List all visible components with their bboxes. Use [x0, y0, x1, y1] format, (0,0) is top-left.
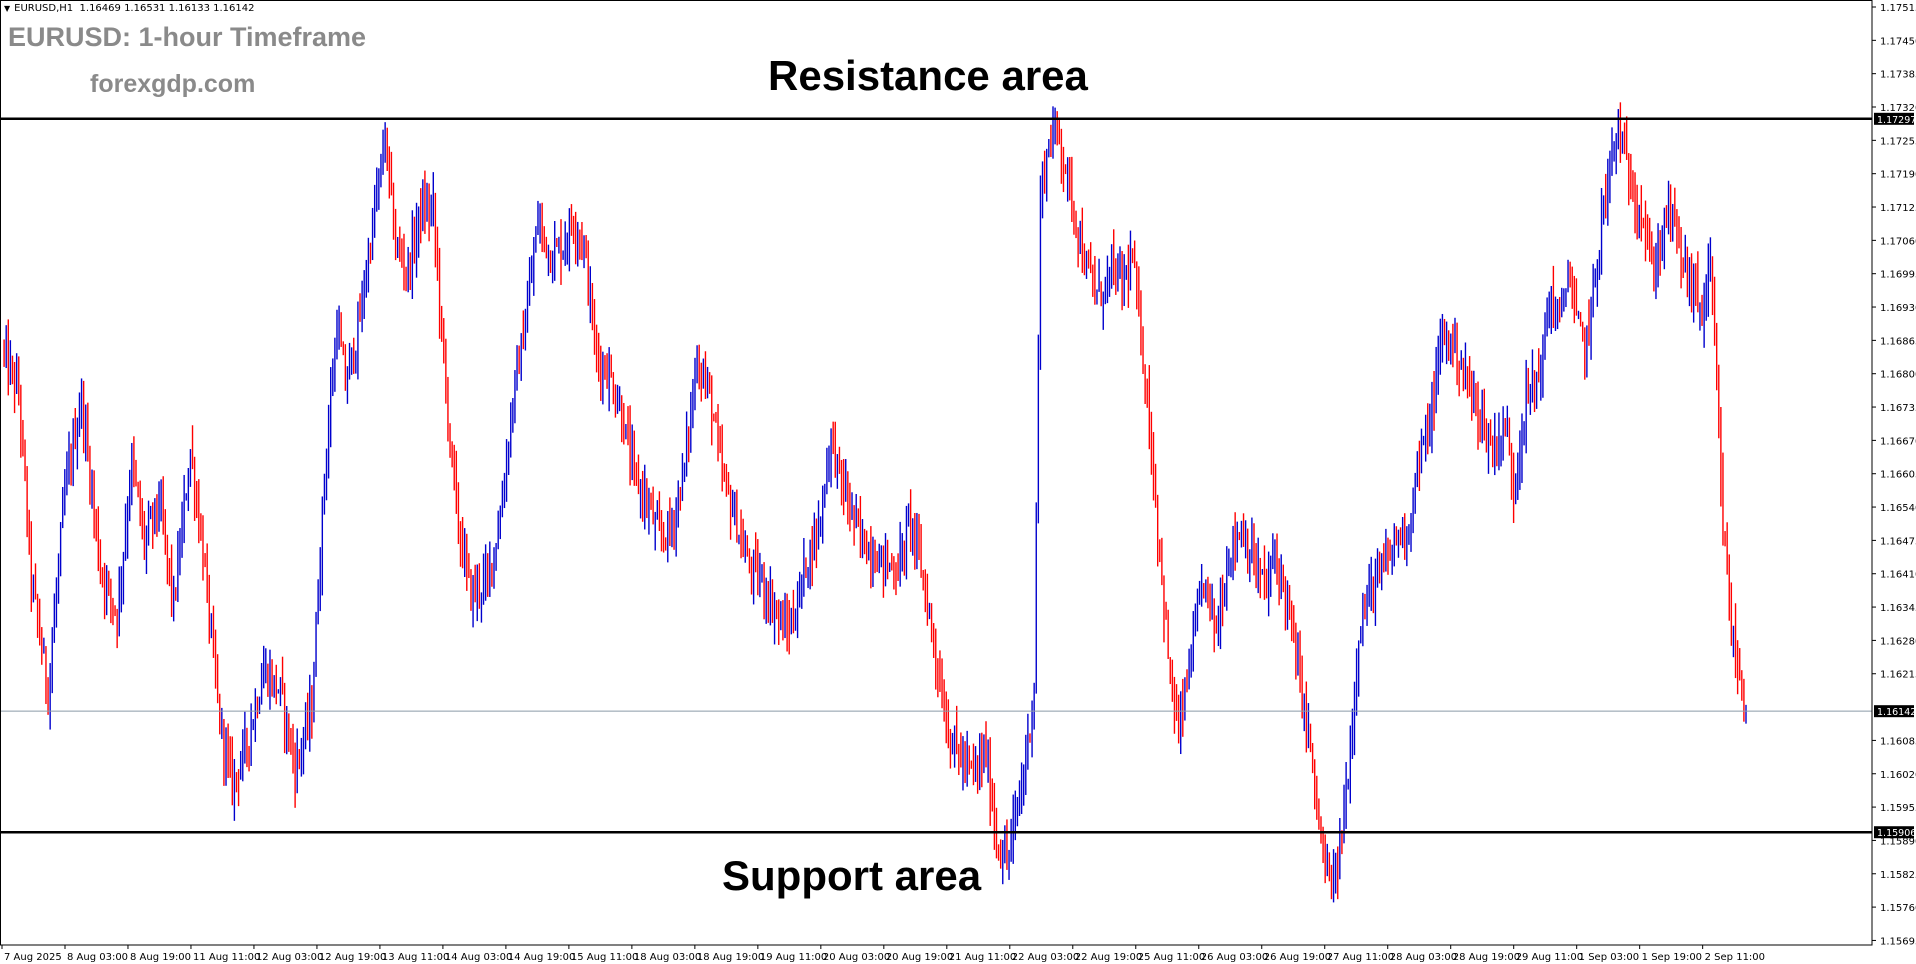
y-tick-label: 1.16670 [1880, 436, 1916, 447]
dropdown-triangle-icon[interactable]: ▼ [4, 4, 11, 13]
x-tick-label: 27 Aug 11:00 [1327, 952, 1394, 963]
candles-layer [3, 102, 1747, 903]
x-tick-label: 8 Aug 03:00 [67, 952, 128, 963]
x-tick-label: 20 Aug 19:00 [886, 952, 953, 963]
y-tick-label: 1.15760 [1880, 903, 1916, 914]
support-badge-label: 1.15906 [1877, 828, 1916, 839]
y-tick-label: 1.15890 [1880, 836, 1916, 847]
support-badge [1874, 826, 1914, 839]
plot-frame [0, 0, 1873, 946]
resistance-badge-label: 1.17297 [1877, 115, 1916, 126]
y-tick-label: 1.17060 [1880, 236, 1916, 247]
x-tick-label: 11 Aug 11:00 [193, 952, 260, 963]
x-tick-label: 28 Aug 03:00 [1390, 952, 1457, 963]
x-tick-label: 18 Aug 19:00 [697, 952, 764, 963]
x-tick-label: 26 Aug 19:00 [1264, 952, 1331, 963]
y-tick-label: 1.16800 [1880, 370, 1916, 381]
x-tick-label: 1 Sep 03:00 [1579, 952, 1639, 963]
x-tick-label: 14 Aug 03:00 [445, 952, 512, 963]
x-tick-label: 21 Aug 11:00 [949, 952, 1016, 963]
y-tick-label: 1.16735 [1880, 403, 1916, 414]
resistance-badge [1874, 112, 1914, 125]
y-tick-label: 1.17190 [1880, 170, 1916, 181]
y-tick-label: 1.15825 [1880, 870, 1916, 881]
ohlc-values: 1.16469 1.16531 1.16133 1.16142 [79, 3, 255, 14]
x-tick-label: 20 Aug 03:00 [823, 952, 890, 963]
y-tick-label: 1.17515 [1880, 3, 1916, 14]
y-tick-label: 1.17450 [1880, 36, 1916, 47]
x-tick-label: 22 Aug 03:00 [1012, 952, 1079, 963]
y-tick-label: 1.15955 [1880, 803, 1916, 814]
ohlc-header: ▼ EURUSD,H1 1.16469 1.16531 1.16133 1.161… [4, 3, 254, 14]
levels-layer [0, 117, 1872, 834]
y-tick-label: 1.17385 [1880, 70, 1916, 81]
y-tick-label: 1.16085 [1880, 736, 1916, 747]
y-tick-label: 1.16280 [1880, 636, 1916, 647]
y-tick-label: 1.16020 [1880, 770, 1916, 781]
x-tick-label: 1 Sep 19:00 [1642, 952, 1702, 963]
x-tick-label: 19 Aug 11:00 [760, 952, 827, 963]
current-price-badge [1874, 705, 1914, 718]
symbol-label: EURUSD,H1 [14, 3, 74, 14]
y-tick-label: 1.15695 [1880, 936, 1916, 947]
y-tick-label: 1.16215 [1880, 670, 1916, 681]
y-tick-label: 1.17320 [1880, 103, 1916, 114]
y-tick-label: 1.16540 [1880, 503, 1916, 514]
x-tick-label: 28 Aug 19:00 [1453, 952, 1520, 963]
y-tick-label: 1.16475 [1880, 536, 1916, 547]
price-axis: 1.17515 1.17450 1.17385 1.17320 1.17255 1.171… [1872, 3, 1916, 947]
y-tick-label: 1.16410 [1880, 570, 1916, 581]
x-tick-label: 2 Sep 11:00 [1705, 952, 1765, 963]
y-tick-label: 1.16605 [1880, 470, 1916, 481]
x-tick-label: 25 Aug 11:00 [1138, 952, 1205, 963]
y-tick-label: 1.16995 [1880, 270, 1916, 281]
chart-title: EURUSD: 1-hour Timeframe [8, 22, 367, 52]
x-tick-label: 12 Aug 19:00 [319, 952, 386, 963]
site-watermark: forexgdp.com [90, 70, 256, 98]
y-tick-label: 1.17125 [1880, 203, 1916, 214]
x-tick-label: 13 Aug 11:00 [382, 952, 449, 963]
x-tick-label: 22 Aug 19:00 [1075, 952, 1142, 963]
y-tick-label: 1.16865 [1880, 336, 1916, 347]
x-tick-label: 14 Aug 19:00 [508, 952, 575, 963]
x-tick-label: 18 Aug 03:00 [634, 952, 701, 963]
y-tick-label: 1.16345 [1880, 603, 1916, 614]
y-tick-label: 1.17255 [1880, 136, 1916, 147]
resistance-area-label: Resistance area [768, 52, 1088, 99]
y-tick-label: 1.16930 [1880, 303, 1916, 314]
x-tick-label: 15 Aug 11:00 [571, 952, 638, 963]
current-price-badge-label: 1.16142 [1877, 707, 1916, 718]
time-axis: 7 Aug 2025 8 Aug 03:00 8 Aug 19:00 11 Aug 1… [1, 945, 1765, 963]
x-tick-label: 29 Aug 11:00 [1516, 952, 1583, 963]
x-tick-label: 26 Aug 03:00 [1201, 952, 1268, 963]
x-tick-label: 12 Aug 03:00 [256, 952, 323, 963]
x-tick-label: 7 Aug 2025 [4, 952, 62, 963]
x-tick-label: 8 Aug 19:00 [130, 952, 191, 963]
support-area-label: Support area [722, 852, 982, 899]
